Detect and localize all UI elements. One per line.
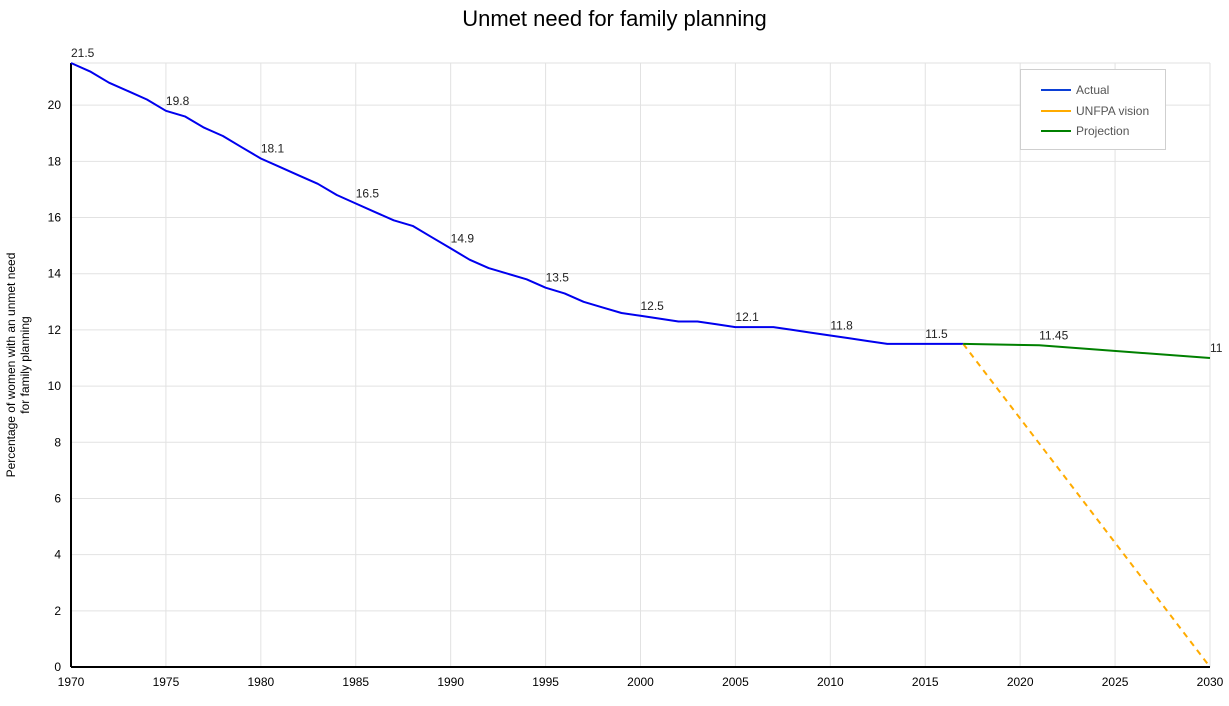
x-tick-label: 1975: [153, 675, 180, 689]
legend-item-projection[interactable]: Projection: [1041, 123, 1129, 139]
data-label: 11.8: [830, 319, 853, 333]
series-line-unfpa-vision: [962, 343, 1211, 668]
y-tick-label: 16: [48, 211, 62, 225]
x-tick-label: 2015: [912, 675, 939, 689]
data-label: 21.5: [71, 46, 95, 60]
x-tick-label: 2005: [722, 675, 749, 689]
y-tick-label: 2: [54, 604, 61, 618]
x-tick-label: 2000: [627, 675, 654, 689]
y-tick-label: 8: [54, 435, 61, 449]
legend-item-unfpa-vision[interactable]: UNFPA vision: [1041, 103, 1149, 119]
y-tick-label: 18: [48, 154, 62, 168]
y-tick-label: 0: [54, 660, 61, 674]
legend-swatch-projection: [1041, 130, 1071, 132]
y-tick-label: 10: [48, 379, 62, 393]
x-tick-label: 1995: [532, 675, 559, 689]
y-tick-label: 14: [48, 267, 62, 281]
data-label: 12.5: [641, 299, 665, 313]
x-tick-label: 1980: [247, 675, 274, 689]
legend: Actual UNFPA vision Projection: [1020, 69, 1166, 150]
data-label: 12.1: [735, 310, 759, 324]
series-line-actual: [70, 62, 964, 345]
data-label: 19.8: [166, 94, 190, 108]
legend-label-actual: Actual: [1076, 83, 1110, 97]
y-tick-label: 6: [54, 491, 61, 505]
x-tick-label: 2030: [1197, 675, 1224, 689]
y-tick-label: 4: [54, 548, 61, 562]
chart-title: Unmet need for family planning: [462, 6, 767, 31]
y-tick-label: 20: [48, 98, 62, 112]
x-tick-label: 1990: [437, 675, 464, 689]
legend-item-actual[interactable]: Actual: [1041, 82, 1109, 98]
x-tick-label: 2025: [1102, 675, 1129, 689]
data-label: 13.5: [546, 271, 570, 285]
series-line-projection: [963, 342, 1211, 359]
data-label: 14.9: [451, 231, 475, 245]
legend-label-projection: Projection: [1076, 124, 1130, 138]
x-tick-label: 1970: [58, 675, 85, 689]
data-label: 18.1: [261, 142, 285, 156]
data-label: 11.5: [925, 327, 948, 341]
legend-swatch-actual: [1041, 89, 1071, 91]
x-tick-label: 2020: [1007, 675, 1034, 689]
data-label: 16.5: [356, 186, 380, 200]
x-tick-label: 2010: [817, 675, 844, 689]
data-label: 11: [1210, 341, 1223, 355]
x-tick-label: 1985: [342, 675, 369, 689]
legend-swatch-unfpa-vision: [1041, 110, 1071, 112]
legend-label-unfpa-vision: UNFPA vision: [1076, 104, 1150, 118]
data-label: 11.45: [1039, 328, 1068, 342]
y-tick-label: 12: [48, 323, 62, 337]
